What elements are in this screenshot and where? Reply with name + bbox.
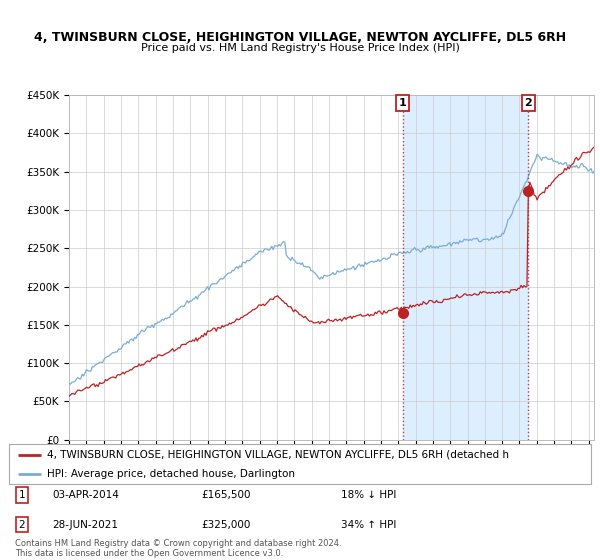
Bar (403, 95, 528, 440)
Text: 03-APR-2014: 03-APR-2014 (53, 490, 119, 500)
Text: HPI: Average price, detached house, Darlington: HPI: Average price, detached house, Darl… (47, 469, 295, 479)
Text: 2: 2 (524, 98, 532, 108)
Text: 28-JUN-2021: 28-JUN-2021 (53, 520, 119, 530)
Text: 1: 1 (19, 490, 25, 500)
Text: 1: 1 (398, 98, 406, 108)
Text: £325,000: £325,000 (201, 520, 250, 530)
Text: 34% ↑ HPI: 34% ↑ HPI (341, 520, 396, 530)
Text: 18% ↓ HPI: 18% ↓ HPI (341, 490, 396, 500)
Text: Price paid vs. HM Land Registry's House Price Index (HPI): Price paid vs. HM Land Registry's House … (140, 43, 460, 53)
Text: £165,500: £165,500 (201, 490, 251, 500)
Text: 4, TWINSBURN CLOSE, HEIGHINGTON VILLAGE, NEWTON AYCLIFFE, DL5 6RH (detached h: 4, TWINSBURN CLOSE, HEIGHINGTON VILLAGE,… (47, 450, 509, 460)
Text: 2: 2 (19, 520, 25, 530)
Text: Contains HM Land Registry data © Crown copyright and database right 2024.
This d: Contains HM Land Registry data © Crown c… (15, 539, 341, 558)
Text: 4, TWINSBURN CLOSE, HEIGHINGTON VILLAGE, NEWTON AYCLIFFE, DL5 6RH: 4, TWINSBURN CLOSE, HEIGHINGTON VILLAGE,… (34, 31, 566, 44)
